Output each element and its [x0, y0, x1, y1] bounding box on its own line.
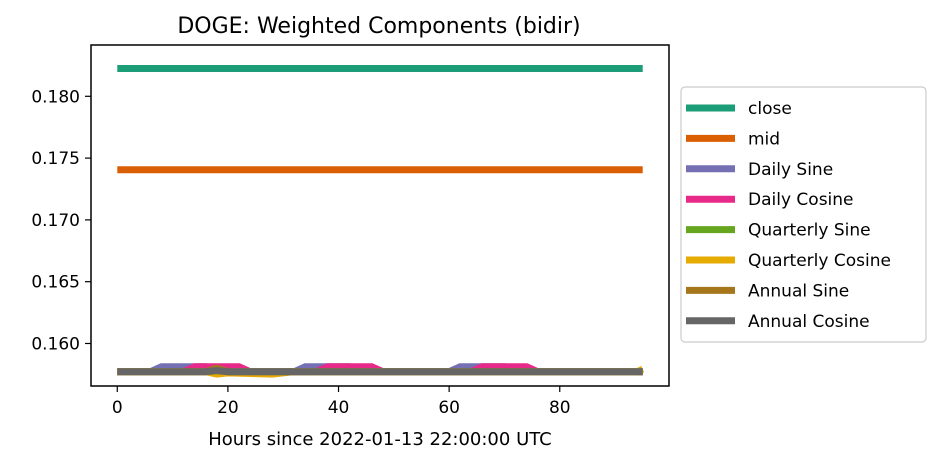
legend: close mid Daily Sine Daily Cosine Quarterly … — [680, 86, 927, 343]
legend-label: Daily Cosine — [748, 190, 854, 210]
x-tick-label: 40 — [328, 398, 350, 418]
x-tick-label: 0 — [112, 398, 123, 418]
y-tick-label: 0.160 — [31, 334, 80, 354]
y-tick-label: 0.170 — [31, 211, 80, 231]
y-tick-label: 0.175 — [31, 149, 80, 169]
legend-label: Annual Cosine — [748, 312, 870, 332]
chart-title: DOGE: Weighted Components (bidir) — [177, 14, 580, 39]
legend-label: Daily Sine — [748, 160, 833, 180]
legend-box — [680, 86, 927, 343]
legend-label: Quarterly Sine — [748, 221, 871, 241]
legend-label: mid — [748, 129, 780, 149]
x-axis-label: Hours since 2022-01-13 22:00:00 UTC — [208, 429, 552, 450]
series-line-7 — [117, 367, 643, 376]
plot-lines — [117, 65, 645, 378]
legend-label: close — [748, 99, 792, 119]
y-tick-label: 0.165 — [31, 273, 80, 293]
legend-label: Annual Sine — [748, 281, 849, 301]
series-line-3 — [117, 363, 643, 376]
plot-frame — [90, 44, 670, 387]
legend-label: Quarterly Cosine — [748, 251, 891, 271]
y-axis-ticks: 0.160 0.165 0.170 0.175 0.180 — [31, 87, 91, 354]
y-tick-label: 0.180 — [31, 87, 80, 107]
x-tick-label: 20 — [217, 398, 239, 418]
x-axis-ticks: 0 20 40 60 80 — [112, 386, 571, 418]
x-tick-label: 80 — [549, 398, 571, 418]
x-tick-label: 60 — [438, 398, 460, 418]
